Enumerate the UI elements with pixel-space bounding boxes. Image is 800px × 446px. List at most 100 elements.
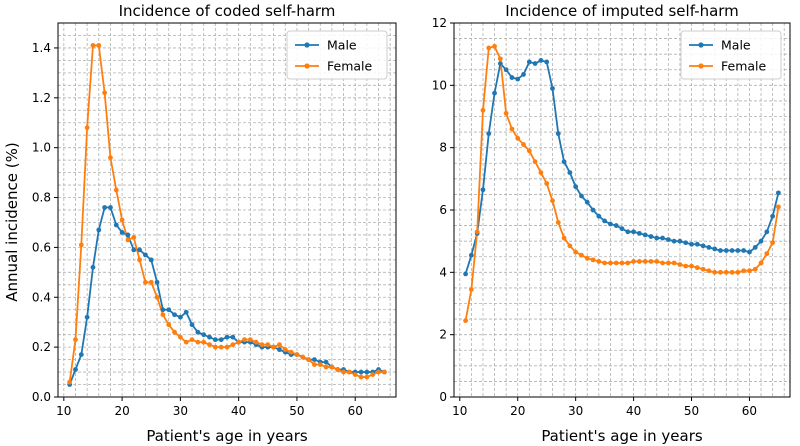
- data-point-female: [277, 342, 282, 348]
- data-point-female: [602, 260, 608, 266]
- data-point-male: [567, 170, 573, 176]
- data-point-female: [636, 259, 642, 264]
- data-point-female: [364, 374, 370, 380]
- legend-swatch-marker: [304, 63, 310, 69]
- data-point-male: [723, 248, 729, 253]
- data-point-female: [486, 45, 492, 51]
- data-point-female: [723, 269, 729, 275]
- data-point-male: [102, 205, 108, 210]
- data-point-male: [590, 207, 596, 213]
- data-point-female: [683, 263, 689, 269]
- data-point-male: [312, 357, 317, 362]
- data-point-male: [131, 247, 137, 253]
- data-point-female: [758, 260, 764, 266]
- data-point-male: [189, 322, 195, 328]
- x-axis-label: Patient's age in years: [541, 427, 703, 445]
- data-point-male: [463, 271, 468, 277]
- data-point-female: [125, 237, 131, 243]
- data-point-male: [521, 72, 526, 77]
- y-tick-label: 0.2: [32, 340, 51, 354]
- data-point-female: [306, 357, 311, 362]
- data-point-male: [172, 312, 177, 318]
- data-point-female: [370, 372, 376, 377]
- data-point-female: [323, 364, 329, 370]
- data-point-female: [596, 259, 602, 264]
- data-point-female: [677, 262, 683, 267]
- data-point-female: [207, 342, 212, 348]
- data-point-female: [770, 240, 776, 246]
- data-point-female: [288, 349, 294, 355]
- data-point-male: [113, 222, 119, 228]
- y-tick-label: 2: [439, 328, 447, 342]
- legend-label: Male: [327, 38, 357, 53]
- x-tick-label: 10: [452, 404, 467, 418]
- data-point-female: [532, 159, 538, 165]
- data-point-female: [253, 339, 259, 345]
- legend-swatch-marker: [698, 42, 704, 48]
- x-tick-label: 60: [348, 404, 363, 418]
- data-point-male: [148, 257, 154, 263]
- y-tick-label: 0.6: [32, 240, 51, 254]
- data-point-female: [567, 243, 573, 249]
- data-point-female: [625, 260, 631, 266]
- data-point-male: [573, 184, 579, 190]
- x-tick-label: 20: [114, 404, 129, 418]
- data-point-male: [538, 58, 544, 63]
- data-point-female: [718, 269, 723, 275]
- data-point-female: [376, 369, 381, 375]
- data-point-female: [735, 269, 741, 275]
- data-point-female: [648, 259, 654, 264]
- data-point-female: [515, 135, 521, 141]
- x-tick-label: 30: [568, 404, 583, 418]
- data-point-male: [602, 218, 608, 224]
- data-point-female: [242, 337, 247, 343]
- data-point-male: [96, 227, 102, 233]
- data-point-female: [509, 126, 515, 132]
- data-point-female: [706, 268, 712, 274]
- data-point-male: [468, 252, 474, 258]
- legend-box: [286, 30, 388, 80]
- data-point-male: [770, 213, 776, 219]
- chart-imputed-self-harm: Incidence of imputed self-harm Patient's…: [432, 2, 791, 445]
- data-point-male: [642, 232, 648, 238]
- data-point-male: [277, 347, 282, 353]
- data-point-female: [143, 279, 148, 285]
- data-point-female: [300, 354, 306, 360]
- data-point-female: [317, 362, 323, 367]
- legend-swatch-marker: [304, 42, 310, 48]
- data-point-male: [619, 226, 625, 232]
- data-point-female: [526, 148, 532, 154]
- data-point-female: [218, 344, 224, 350]
- data-point-female: [608, 260, 613, 266]
- data-point-female: [689, 263, 694, 269]
- data-point-female: [747, 268, 752, 274]
- legend-swatch-marker: [698, 63, 704, 69]
- data-point-female: [212, 344, 218, 350]
- data-point-female: [224, 344, 230, 350]
- data-point-male: [207, 334, 212, 340]
- data-point-male: [78, 352, 84, 358]
- data-point-female: [654, 259, 660, 264]
- data-point-male: [177, 314, 183, 320]
- data-point-female: [84, 125, 90, 131]
- data-point-male: [526, 59, 532, 65]
- data-point-female: [741, 268, 747, 274]
- data-point-female: [492, 43, 497, 49]
- data-point-male: [712, 246, 718, 252]
- y-tick-label: 0.4: [32, 290, 51, 304]
- data-point-female: [236, 339, 242, 345]
- plot-frame: [57, 22, 397, 398]
- chart-coded-self-harm: Incidence of coded self-harm Patient's a…: [32, 2, 397, 445]
- data-point-male: [73, 367, 78, 372]
- data-point-female: [468, 287, 474, 292]
- data-point-female: [195, 339, 201, 345]
- data-point-female: [160, 312, 166, 318]
- data-point-female: [201, 339, 207, 345]
- data-point-male: [224, 334, 230, 340]
- data-point-female: [166, 322, 172, 328]
- data-point-male: [729, 248, 735, 253]
- data-point-male: [561, 159, 567, 165]
- data-point-female: [137, 257, 142, 263]
- data-point-male: [550, 86, 555, 91]
- data-point-male: [503, 67, 509, 73]
